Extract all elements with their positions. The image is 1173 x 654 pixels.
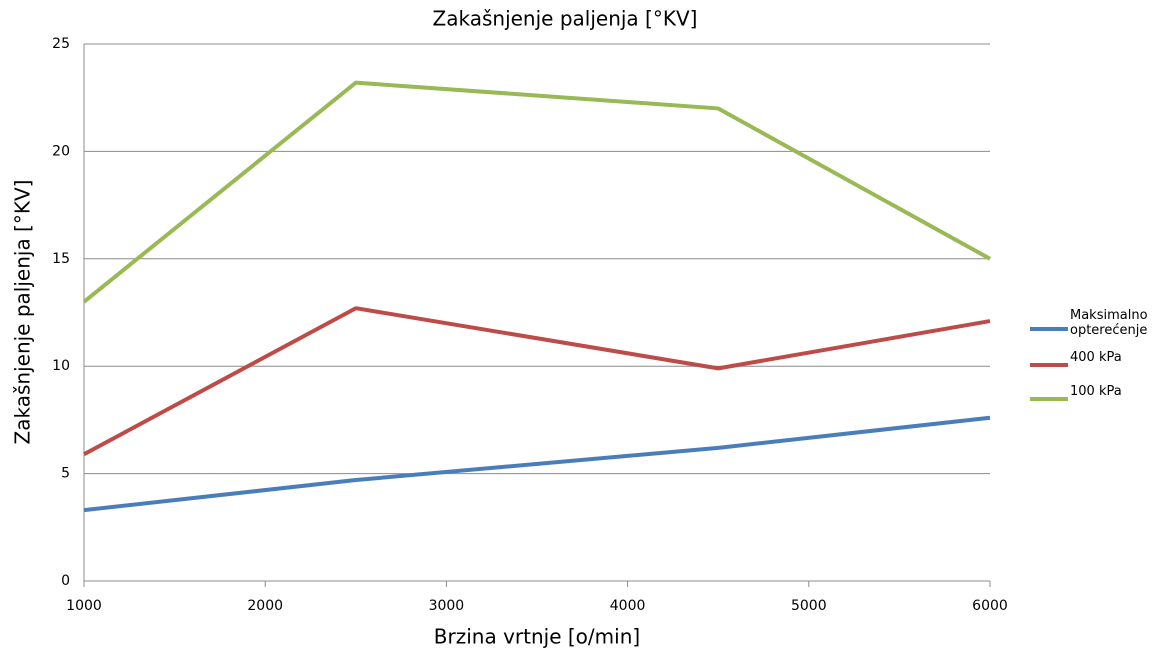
y-tick-label: 20 [52,143,70,159]
y-tick-label: 0 [61,573,70,589]
y-axis-label: Zakašnjenje paljenja [°KV] [11,180,35,445]
series-line [82,80,991,304]
series-line [83,306,991,457]
x-tick-label: 6000 [972,598,1008,614]
x-tick-label: 2000 [247,598,283,614]
y-tick-label: 10 [52,358,70,374]
x-axis-label: Brzina vrtnje [o/min] [434,625,640,649]
legend-label: 400 kPa [1070,350,1122,365]
x-tick-label: 4000 [610,598,646,614]
y-tick-label: 25 [52,36,70,52]
y-tick-label: 15 [52,251,70,267]
series-line [83,415,991,513]
chart-title: Zakašnjenje paljenja [°KV] [433,7,698,31]
legend-label: 100 kPa [1070,384,1122,399]
x-tick-label: 3000 [429,598,465,614]
legend-label: Maksimalno opterećenje [1070,308,1148,338]
y-tick-label: 5 [61,466,70,482]
x-tick-label: 1000 [66,598,102,614]
x-tick-label: 5000 [791,598,827,614]
